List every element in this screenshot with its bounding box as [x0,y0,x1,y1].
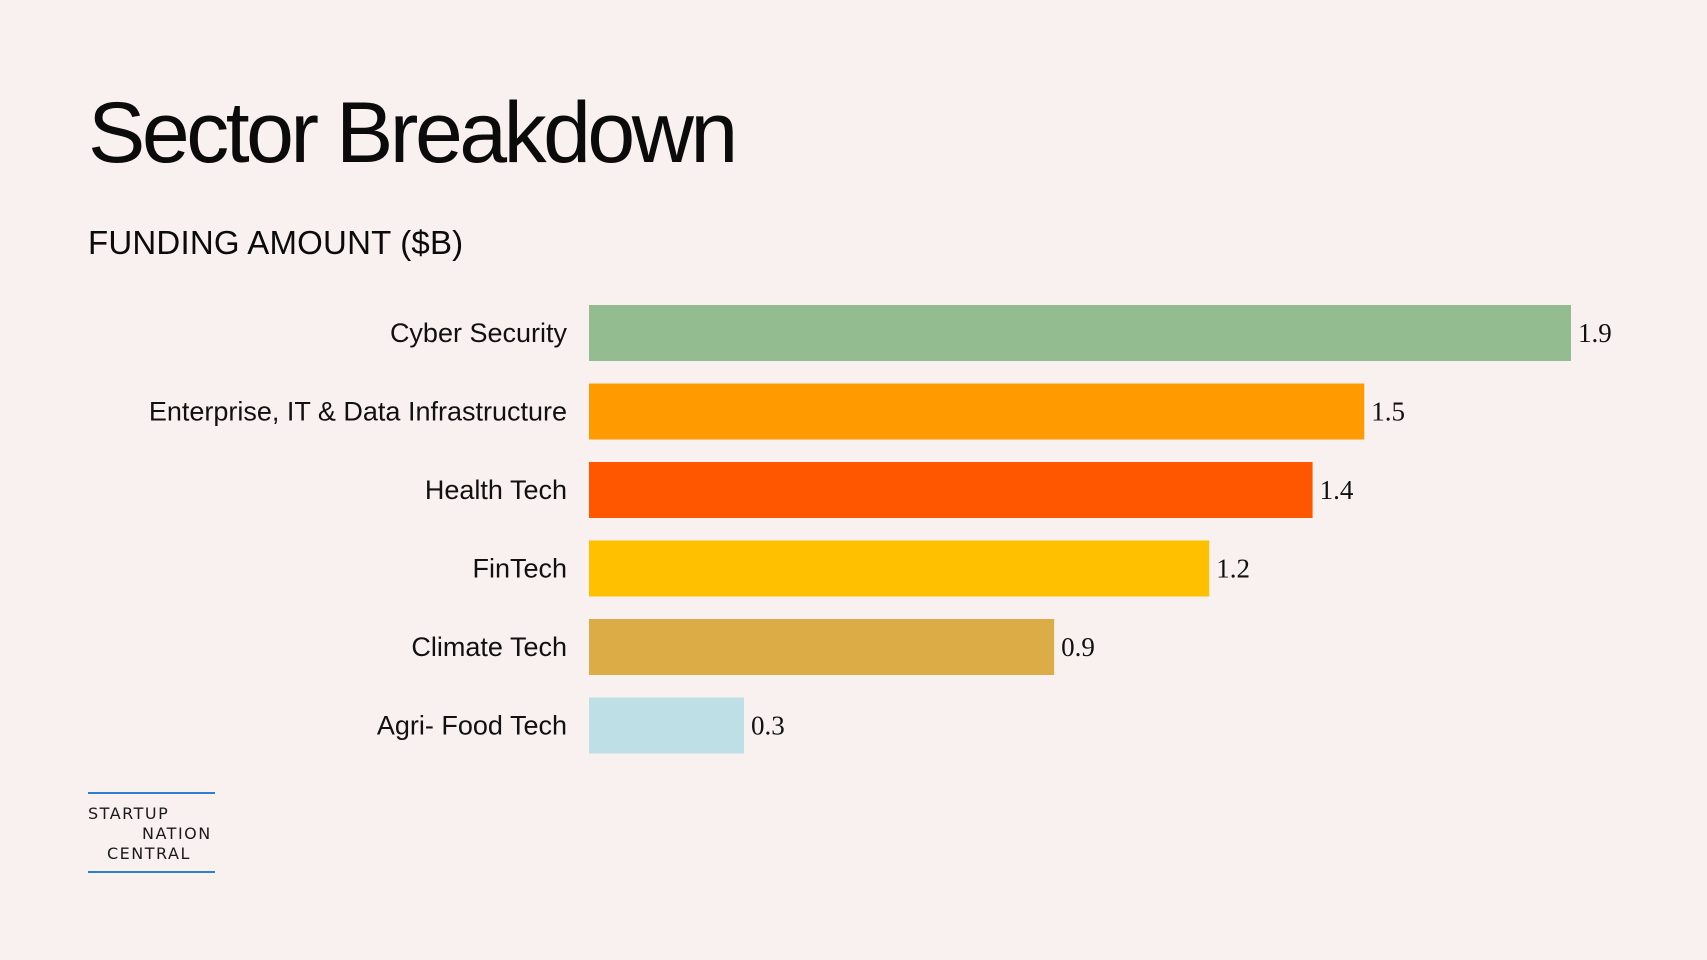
category-label-2: Health Tech [425,475,567,505]
value-label-4: 0.9 [1061,632,1095,662]
category-label-3: FinTech [472,554,567,584]
bar-1 [589,383,1365,440]
bar-3 [589,540,1210,597]
bar-4 [589,619,1055,675]
value-label-5: 0.3 [751,711,785,741]
category-label-4: Climate Tech [411,632,567,662]
category-label-0: Cyber Security [390,318,568,348]
logo-text-startup: STARTUP [88,804,170,823]
page-title: Sector Breakdown [88,85,738,181]
value-label-2: 1.4 [1320,475,1354,505]
bar-5 [589,697,745,754]
logo-bottom-rule [88,871,215,873]
chart-subtitle: FUNDING AMOUNT ($B) [88,224,464,261]
bar-0 [589,305,1571,361]
category-label-5: Agri- Food Tech [377,711,567,741]
startup-nation-central-logo: STARTUP NATION CENTRAL [88,792,215,873]
bar-2 [589,462,1313,518]
logo-text-central: CENTRAL [107,844,191,863]
value-label-1: 1.5 [1371,397,1405,427]
logo-text-nation: NATION [142,824,212,843]
value-label-3: 1.2 [1216,554,1250,584]
category-label-1: Enterprise, IT & Data Infrastructure [149,397,567,427]
logo-top-rule [88,792,215,794]
value-label-0: 1.9 [1578,318,1612,348]
